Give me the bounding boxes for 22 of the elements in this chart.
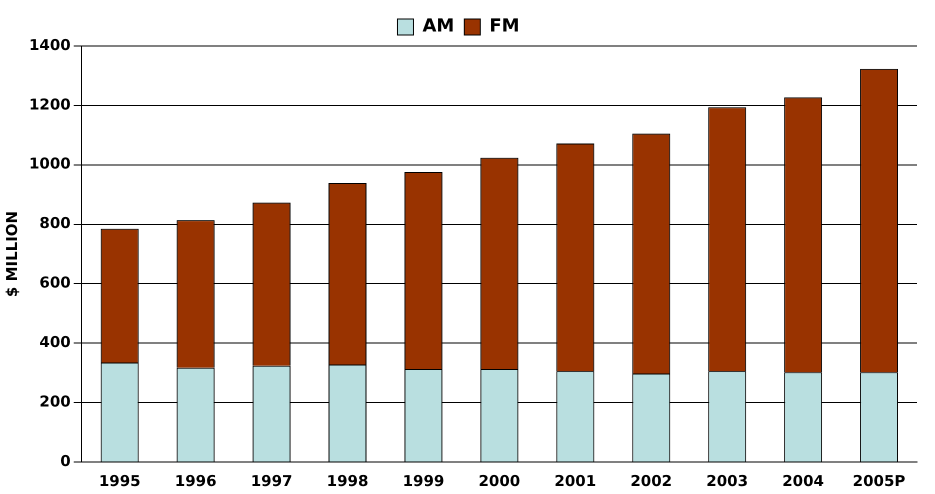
y-axis-title: $ MILLION: [2, 210, 21, 298]
y-tick-label: 800: [39, 214, 71, 232]
y-tick-label: 400: [39, 333, 71, 352]
x-tick-label: 2004: [782, 472, 824, 490]
legend-label: FM: [489, 16, 520, 37]
x-tick-label: 2002: [630, 472, 672, 490]
x-tick-label: 1997: [250, 472, 292, 490]
x-tick-label: 2003: [706, 472, 748, 490]
y-tick-label: 600: [39, 274, 71, 292]
y-tick-label: 1200: [29, 95, 71, 114]
x-tick-label: 2005P: [852, 472, 906, 490]
y-tick-label: 200: [39, 392, 71, 410]
x-tick-label: 2001: [554, 472, 596, 490]
x-tick-label: 2000: [478, 472, 520, 490]
x-tick-label: 1998: [326, 472, 368, 490]
y-tick-label: 1400: [29, 36, 71, 54]
x-tick-label: 1999: [402, 472, 444, 490]
x-tick-label: 1995: [98, 472, 141, 490]
x-tick-label: 1996: [174, 472, 217, 490]
y-tick-label: 1000: [29, 154, 71, 173]
legend-label: AM: [422, 16, 454, 37]
y-tick-label: 0: [60, 452, 71, 470]
